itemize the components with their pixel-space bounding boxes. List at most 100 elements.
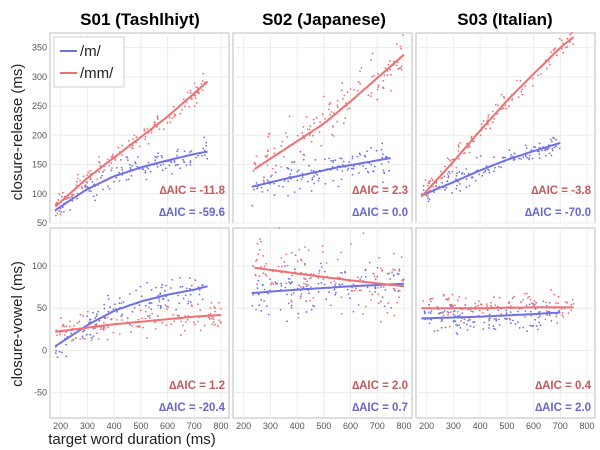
data-point-mm <box>368 261 371 264</box>
x-tick-label: 800 <box>579 421 594 431</box>
data-point-mm <box>194 323 196 326</box>
data-point-m <box>532 324 535 327</box>
data-point-mm <box>81 330 84 333</box>
data-point-m <box>287 180 289 183</box>
data-point-m <box>177 163 179 166</box>
data-point-mm <box>172 313 175 316</box>
data-point-mm <box>350 243 352 245</box>
data-point-m <box>512 319 514 322</box>
data-point-m <box>530 149 533 152</box>
data-point-mm <box>116 319 118 321</box>
data-point-mm <box>256 258 258 261</box>
data-point-m <box>509 311 512 313</box>
data-point-m <box>456 172 458 175</box>
y-tick-label: 250 <box>32 101 47 111</box>
data-point-mm <box>386 311 389 314</box>
data-point-m <box>385 155 388 158</box>
data-point-mm <box>378 302 380 304</box>
data-point-mm <box>511 98 513 101</box>
x-tick-label: 500 <box>316 421 331 431</box>
data-point-mm <box>89 169 92 172</box>
data-point-m <box>455 178 457 181</box>
data-point-mm <box>77 173 79 176</box>
data-point-m <box>252 170 255 172</box>
data-point-mm <box>441 311 444 313</box>
data-point-m <box>91 181 94 183</box>
fit-line-mm <box>55 314 222 333</box>
data-point-mm <box>331 133 333 136</box>
data-point-m <box>334 159 337 162</box>
data-point-mm <box>154 328 157 330</box>
data-point-mm <box>121 319 123 321</box>
data-point-m <box>465 178 468 181</box>
data-point-mm <box>377 293 380 296</box>
data-point-m <box>266 179 269 182</box>
data-point-m <box>495 318 498 320</box>
data-point-mm <box>258 248 261 251</box>
data-point-mm <box>479 134 482 137</box>
data-point-m <box>84 186 87 188</box>
data-point-mm <box>290 251 293 254</box>
data-point-mm <box>304 246 306 248</box>
data-point-mm <box>322 95 325 98</box>
data-point-m <box>179 277 181 279</box>
data-point-mm <box>539 73 542 75</box>
data-point-m <box>542 300 545 303</box>
data-point-mm <box>104 317 107 320</box>
data-point-m <box>158 300 161 303</box>
data-point-m <box>286 320 288 323</box>
data-point-mm <box>487 123 489 126</box>
data-point-mm <box>309 125 311 127</box>
data-point-mm <box>174 114 177 116</box>
data-point-mm <box>562 315 565 318</box>
data-point-mm <box>560 48 563 50</box>
data-point-mm <box>121 144 123 147</box>
data-point-m <box>182 158 185 161</box>
data-point-mm <box>106 316 109 319</box>
data-point-mm <box>257 253 260 256</box>
data-point-m <box>522 326 525 329</box>
data-point-m <box>60 211 63 213</box>
data-point-mm <box>524 315 526 318</box>
column-title-s03: S03 (Italian) <box>457 10 552 29</box>
x-tick-label: 800 <box>213 421 228 431</box>
data-point-m <box>468 184 471 187</box>
data-point-m <box>511 297 514 299</box>
data-point-mm <box>340 89 343 92</box>
data-point-mm <box>555 54 558 57</box>
data-point-m <box>65 343 67 346</box>
data-point-m <box>103 303 105 306</box>
data-point-m <box>98 171 101 173</box>
data-point-m <box>317 290 320 293</box>
data-point-m <box>538 153 541 156</box>
data-point-m <box>541 149 543 152</box>
data-point-mm <box>390 73 392 76</box>
data-point-m <box>310 308 313 311</box>
aic-label-m: ∆AIC = 0.0 <box>352 207 408 219</box>
data-point-mm <box>340 312 343 315</box>
data-point-mm <box>312 118 315 121</box>
data-point-m <box>260 298 263 301</box>
data-point-mm <box>268 132 271 135</box>
data-point-m <box>478 173 481 176</box>
data-point-mm <box>396 43 398 46</box>
data-point-m <box>86 186 89 188</box>
data-point-m <box>324 182 327 185</box>
data-point-mm <box>502 95 505 98</box>
data-point-m <box>289 282 292 285</box>
data-point-m <box>334 284 336 286</box>
data-point-m <box>466 329 469 331</box>
data-point-mm <box>320 266 323 269</box>
data-point-m <box>95 194 98 197</box>
data-point-mm <box>260 240 262 243</box>
data-point-m <box>274 171 277 174</box>
data-point-mm <box>474 302 477 305</box>
data-point-mm <box>58 333 61 336</box>
data-point-m <box>129 168 132 171</box>
data-point-mm <box>553 293 556 296</box>
data-point-m <box>450 305 452 308</box>
data-point-mm <box>374 278 377 281</box>
data-point-m <box>488 318 490 320</box>
data-point-mm <box>383 74 386 77</box>
data-point-mm <box>126 156 129 159</box>
